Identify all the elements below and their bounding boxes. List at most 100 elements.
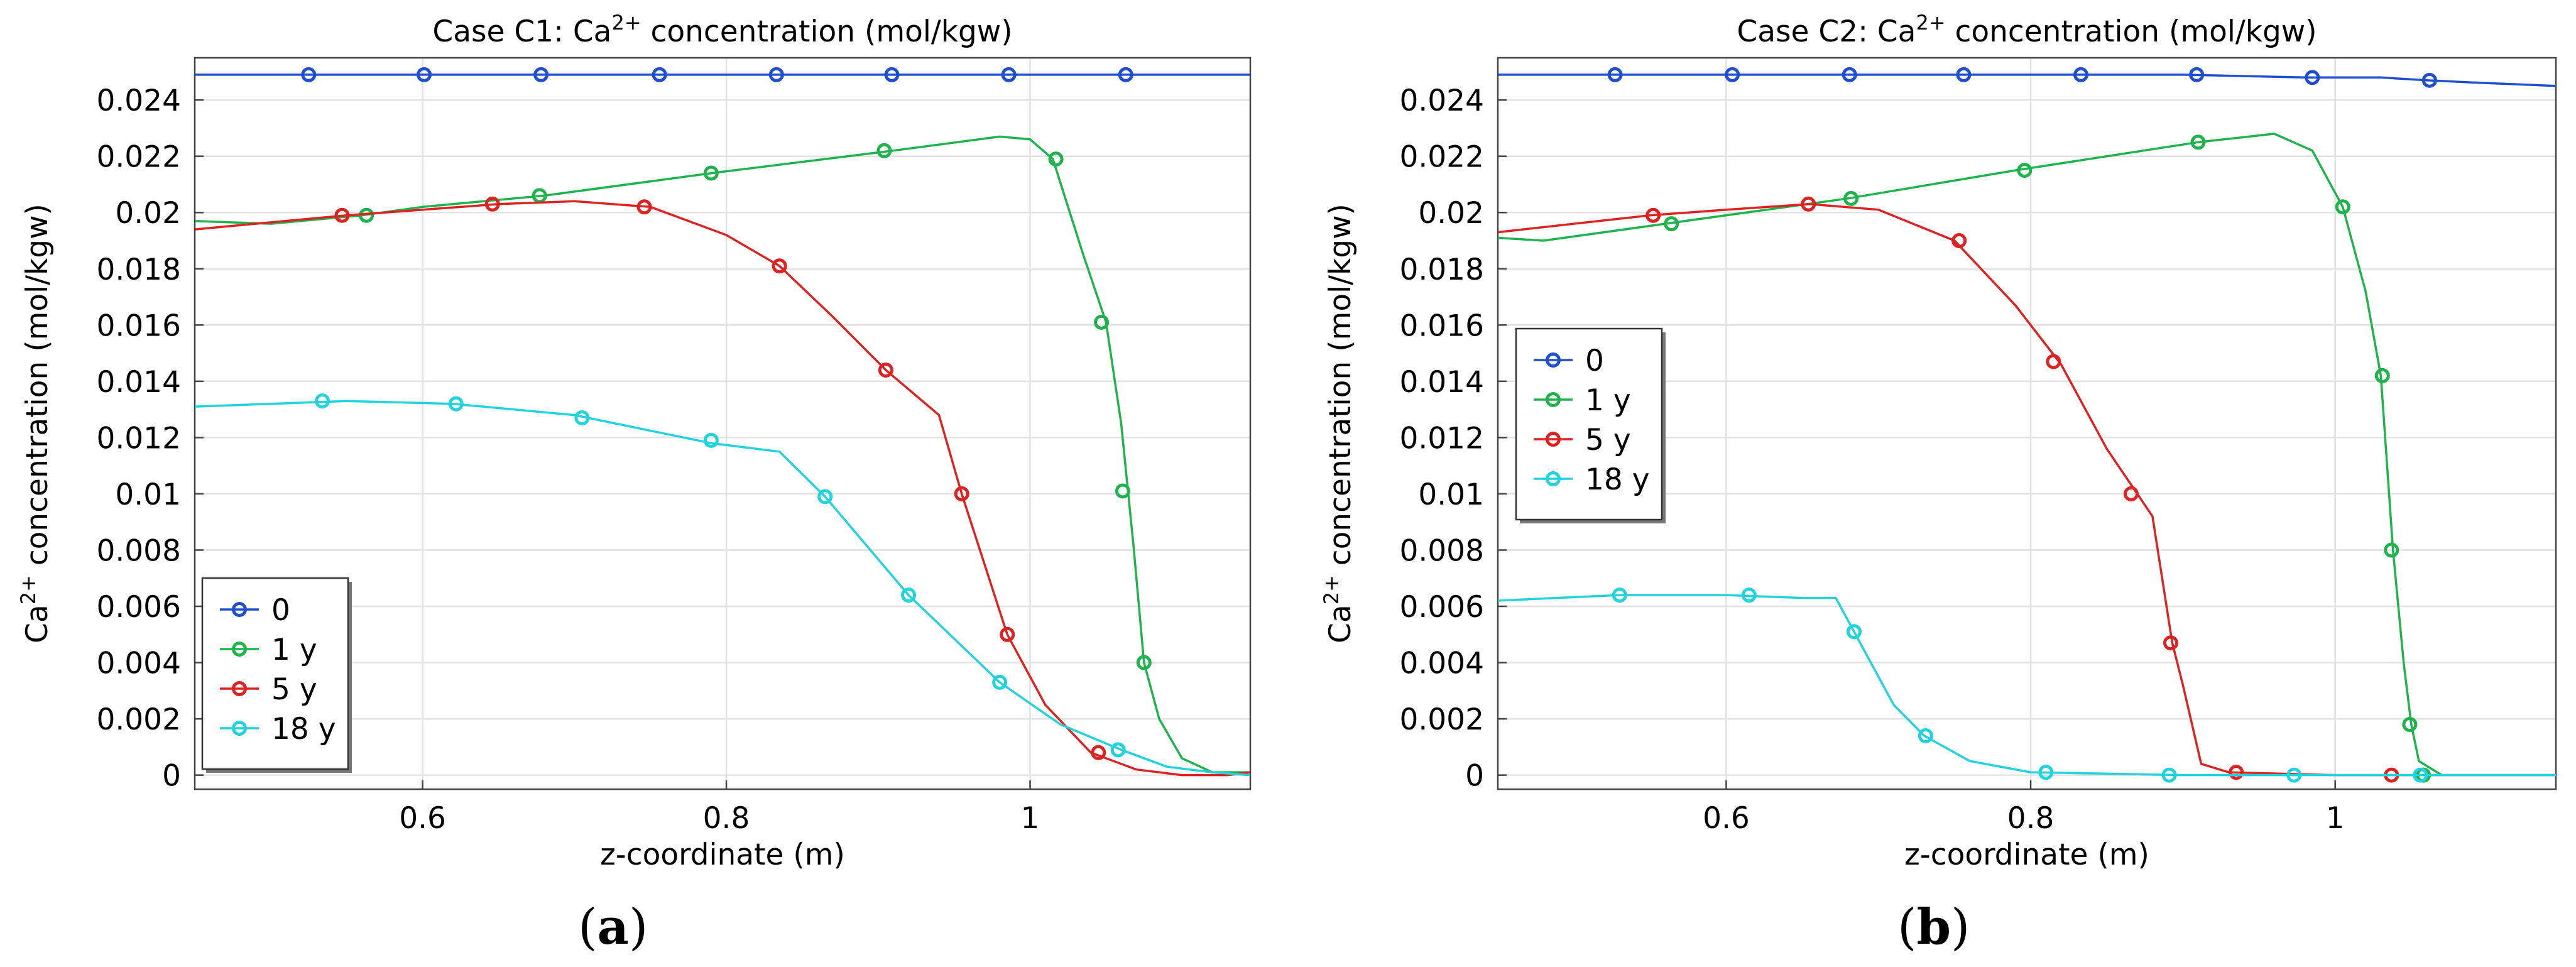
panel-b-caption: (b) [1897, 899, 1970, 956]
data-point [954, 486, 969, 501]
data-point [2073, 67, 2089, 82]
data-point [1843, 190, 1859, 206]
x-axis-label: z-coordinate (m) [1904, 838, 2149, 872]
y-tick-label: 0.018 [96, 253, 181, 287]
y-tick-label: 0.008 [1399, 533, 1484, 568]
data-point [1842, 67, 1857, 82]
data-point [2305, 70, 2320, 85]
data-point [1801, 196, 1816, 212]
data-point [1115, 483, 1130, 499]
legend: 0 1 y 5 y 18 y [201, 577, 352, 773]
data-point [1664, 216, 1679, 232]
data-point [1951, 233, 1967, 248]
data-point [1956, 67, 1972, 82]
legend-label: 5 y [1585, 423, 1631, 457]
data-point [1918, 728, 1933, 743]
y-tick-label: 0.024 [1399, 84, 1484, 118]
data-point [768, 67, 784, 82]
legend-label: 18 y [271, 712, 336, 746]
x-tick-label: 0.8 [2007, 801, 2055, 836]
data-point [1094, 314, 1110, 330]
series-line-1 [194, 135, 1250, 773]
data-point [484, 196, 500, 212]
y-tick-label: 0.012 [96, 421, 181, 456]
data-point [2190, 134, 2206, 150]
series-line-2 [1497, 203, 2556, 777]
x-tick-label: 1 [2326, 801, 2345, 836]
y-axis-label: Ca2+ concentration (mol/kgw) [16, 204, 55, 643]
y-tick-label: 0.006 [96, 590, 181, 625]
data-point [1846, 624, 1862, 640]
y-tick-label: 0.01 [1418, 478, 1484, 512]
data-point [1001, 67, 1017, 82]
legend-label: 1 y [271, 633, 317, 667]
data-point [817, 489, 833, 505]
series-line-2 [194, 200, 1251, 777]
x-tick-label: 0.8 [703, 801, 750, 836]
panel-a-caption: (a) [578, 899, 648, 956]
data-point [2046, 354, 2061, 369]
legend-swatch-marker [232, 602, 247, 617]
data-point [1118, 67, 1133, 82]
y-tick-label: 0.01 [115, 478, 181, 512]
legend-label: 1 y [1585, 383, 1631, 418]
y-tick-label: 0.02 [115, 196, 181, 231]
data-point [1607, 67, 1623, 82]
legend-label: 0 [1585, 344, 1604, 378]
data-point [2123, 486, 2139, 501]
data-point [878, 362, 893, 378]
y-tick-label: 0.014 [1399, 365, 1484, 400]
y-tick-label: 0.006 [1399, 590, 1484, 625]
legend-swatch-marker [1546, 352, 1561, 368]
chart-title: Case C2: Ca2+ concentration (mol/kgw) [1737, 11, 2317, 49]
y-tick-label: 0.008 [96, 533, 181, 568]
series-line-0 [1498, 74, 2557, 87]
data-point [992, 674, 1008, 690]
legend-swatch-marker [232, 681, 247, 696]
y-tick-label: 0.002 [96, 702, 181, 737]
y-axis-label: Ca2+ concentration (mol/kgw) [1319, 204, 1358, 643]
y-tick-label: 0.012 [1399, 421, 1484, 456]
series-line-3 [194, 400, 1251, 777]
data-point [876, 143, 892, 158]
data-point [1612, 587, 1627, 603]
data-point [901, 587, 917, 603]
data-point [703, 432, 719, 448]
chart-panel-a: 0.6 0.8 1 0 0.002 0.004 0.006 0.008 0.01 0.012 0.0… [16, 11, 1252, 872]
data-point [2402, 717, 2418, 733]
y-tick-label: 0.024 [96, 84, 181, 118]
chart-panel-b: 0.6 0.8 1 0 0.002 0.004 0.006 0.008 0.01 0.012 0.0… [1319, 11, 2557, 872]
data-point [2189, 67, 2205, 82]
data-point [1048, 151, 1064, 167]
data-point [2038, 765, 2054, 780]
data-point [334, 207, 350, 223]
chart-title: Case C1: Ca2+ concentration (mol/kgw) [432, 11, 1012, 49]
data-point [2413, 767, 2428, 783]
data-point [1110, 742, 1126, 758]
data-point [1741, 587, 1757, 603]
series-line-3 [1497, 594, 2556, 777]
y-tick-label: 0.016 [96, 309, 181, 343]
data-point [2017, 163, 2033, 178]
y-tick-label: 0.022 [96, 140, 181, 175]
data-point [1725, 67, 1740, 82]
y-tick-label: 0.004 [1399, 647, 1484, 681]
data-point [1091, 745, 1106, 760]
legend-swatch-marker [1546, 392, 1561, 407]
data-point [574, 410, 590, 426]
data-point [533, 67, 549, 82]
plot-frame [194, 57, 1252, 790]
y-tick-label: 0.018 [1399, 253, 1484, 287]
data-point [1645, 207, 1661, 223]
x-tick-label: 0.6 [399, 801, 446, 836]
legend-label: 0 [271, 593, 290, 628]
data-point [2384, 542, 2399, 558]
legend-label: 18 y [1585, 462, 1650, 497]
y-tick-label: 0.002 [1399, 702, 1484, 737]
data-point [2335, 199, 2350, 215]
data-point [1136, 655, 1152, 670]
data-point [636, 199, 652, 215]
data-point [2286, 767, 2302, 783]
data-point [315, 393, 330, 409]
